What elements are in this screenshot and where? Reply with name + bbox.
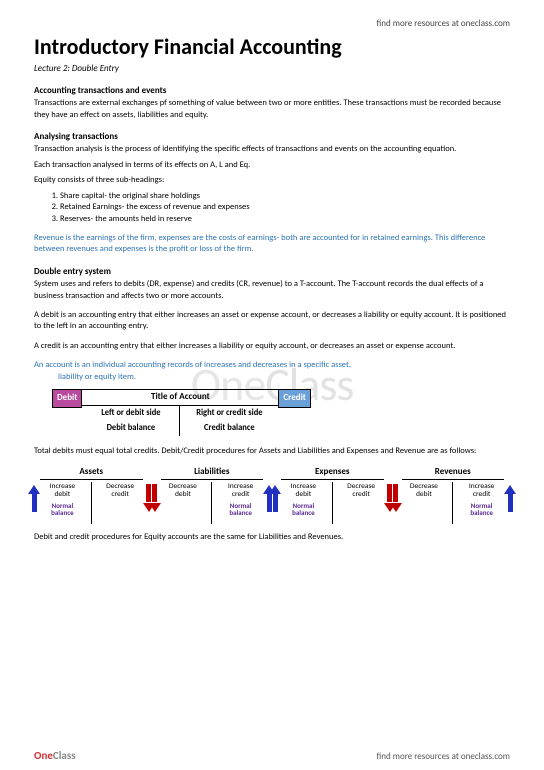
dc-block: Expenses Increase debit Normal balanceDecr…	[275, 466, 390, 524]
dc-label: Decrease credit	[92, 483, 149, 500]
dc-block: Revenues Decrease debitIncrease credit Nor…	[396, 466, 511, 524]
list-item: Retained Earnings- the excess of revenue…	[60, 202, 510, 213]
subtitle: Lecture 2: Double Entry	[34, 63, 510, 75]
t-account-title: Title of Account	[82, 390, 278, 405]
normal-balance-label: Normal balance	[34, 502, 91, 516]
dc-label: Increase credit	[453, 483, 510, 500]
dc-column: Decrease credit	[333, 482, 390, 524]
paragraph: A credit is an accounting entry that eit…	[34, 341, 510, 352]
footer: OneClass find more resources at oneclass…	[34, 749, 510, 764]
footer-link[interactable]: find more resources at oneclass.com	[377, 751, 510, 763]
paragraph: A debit is an accounting entry that eith…	[34, 310, 510, 333]
dc-title: Assets	[40, 466, 143, 480]
footer-logo: OneClass	[34, 749, 76, 764]
dc-column: Decrease debit	[155, 482, 213, 524]
arrow-down-icon	[149, 484, 161, 512]
page-content: find more resources at oneclass.com Intr…	[34, 18, 510, 544]
dc-block: Liabilities Decrease debitIncrease credit…	[155, 466, 270, 524]
debit-credit-grid: AssetsIncrease debitNormal balanceDecrea…	[34, 466, 510, 524]
t-right-side: Right or credit side	[180, 406, 278, 421]
list-item: Reserves- the amounts held in reserve	[60, 214, 510, 225]
paragraph: System uses and refers to debits (DR, ex…	[34, 279, 510, 302]
dc-label: Decrease debit	[155, 483, 212, 500]
dc-title: Liabilities	[161, 466, 264, 480]
credit-box: Credit	[278, 389, 311, 407]
debit-box: Debit	[52, 389, 82, 407]
top-link[interactable]: find more resources at oneclass.com	[34, 18, 510, 30]
paragraph: Each transaction analysed in terms of it…	[34, 160, 510, 171]
section-heading: Double entry system	[34, 266, 510, 278]
dc-column: Decrease credit	[92, 482, 149, 524]
normal-balance-label: Normal balance	[275, 502, 332, 516]
t-account-center: Title of Account Left or debit side Righ…	[82, 389, 278, 436]
arrow-up-icon	[28, 484, 40, 512]
section-heading: Accounting transactions and events	[34, 85, 510, 97]
dc-column: Increase debit Normal balance	[275, 482, 333, 524]
list-item: Share capital- the original share holdin…	[60, 191, 510, 202]
dc-block: Assets Increase debit Normal balanceDecrea…	[34, 466, 149, 524]
equity-list: Share capital- the original share holdin…	[60, 191, 510, 225]
t-debit-balance: Debit balance	[82, 421, 180, 436]
paragraph: Total debits must equal total credits. D…	[34, 446, 510, 457]
dc-column: Increase credit Normal balance	[212, 482, 269, 524]
paragraph: Equity consists of three sub-headings:	[34, 175, 510, 186]
dc-label: Decrease credit	[333, 483, 390, 500]
t-left-side: Left or debit side	[82, 406, 180, 421]
dc-title: Expenses	[281, 466, 384, 480]
dc-column: Increase debit Normal balance	[34, 482, 92, 524]
arrow-up-icon	[269, 484, 281, 512]
page-title: Introductory Financial Accounting	[34, 32, 510, 62]
dc-label: Increase credit	[212, 483, 269, 500]
t-credit-balance: Credit balance	[180, 421, 278, 436]
paragraph: Transactions are external exchanges pf s…	[34, 98, 510, 121]
dc-label: Increase debit	[275, 483, 332, 500]
normal-balance-label: Normal balance	[453, 502, 510, 516]
arrow-up-icon	[504, 484, 516, 512]
dc-column: Decrease debit	[396, 482, 454, 524]
dc-column: Increase credit Normal balance	[453, 482, 510, 524]
dc-label: Increase debit	[34, 483, 91, 500]
dc-label: Decrease debit	[396, 483, 453, 500]
dc-title: Revenues	[402, 466, 505, 480]
normal-balance-label: Normal balance	[212, 502, 269, 516]
arrow-down-icon	[390, 484, 402, 512]
paragraph: Transaction analysis is the process of i…	[34, 144, 510, 155]
section-heading: Analysing transactions	[34, 131, 510, 143]
callout-text: Revenue is the earnings of the firm, exp…	[34, 233, 510, 256]
callout-text: An account is an individual accounting r…	[34, 360, 510, 383]
t-account-diagram: Debit Title of Account Left or debit sid…	[52, 389, 510, 436]
paragraph: Debit and credit procedures for Equity a…	[34, 532, 510, 543]
